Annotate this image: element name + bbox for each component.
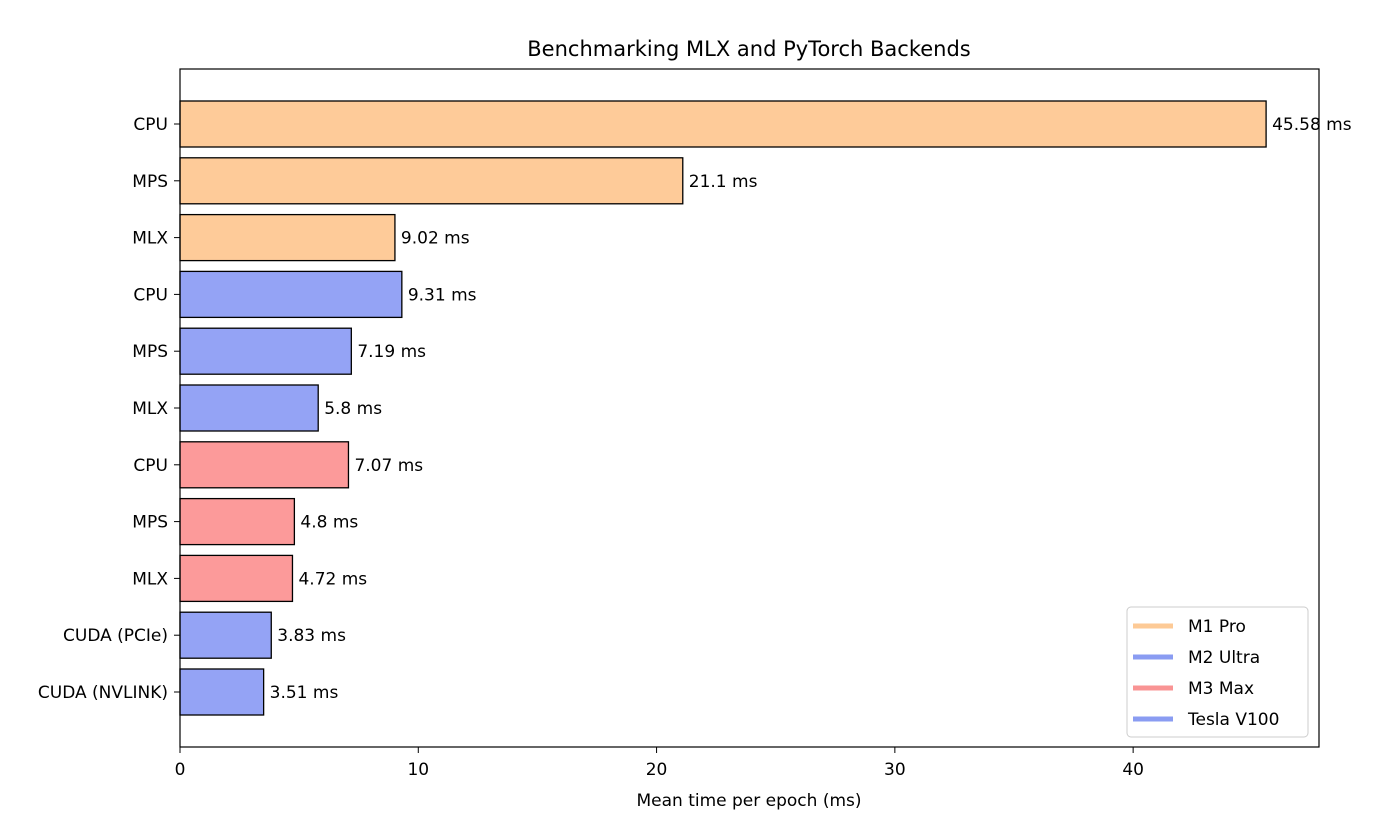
bar: [179, 554, 294, 603]
y-tick-label: MPS: [132, 172, 168, 192]
bar: [179, 157, 684, 205]
x-tick-label: 0: [175, 760, 186, 780]
bar: [179, 213, 396, 262]
data-label: 4.8 ms: [300, 513, 358, 533]
y-tick-label: CUDA (PCIe): [63, 626, 168, 646]
y-tick-label: MPS: [132, 342, 168, 362]
data-label: 9.02 ms: [401, 229, 470, 249]
y-tick-label: MLX: [132, 569, 168, 589]
plot-frame: [179, 68, 1320, 748]
data-label: 21.1 ms: [689, 172, 758, 192]
x-tick-label: 20: [646, 760, 668, 780]
data-label: 7.19 ms: [357, 342, 426, 362]
data-label: 45.58 ms: [1272, 115, 1352, 135]
data-label: 3.51 ms: [270, 683, 339, 703]
legend-label: M2 Ultra: [1188, 648, 1260, 668]
y-axis: CPU MPS MLX CPU MPS MLX CPU MPS MLX CUDA (PCIe) CU…: [38, 115, 180, 703]
bar: [179, 270, 403, 319]
data-label: 3.83 ms: [277, 626, 346, 646]
x-tick-label: 40: [1122, 760, 1144, 780]
y-tick-label: CPU: [133, 456, 168, 476]
bar: [179, 497, 296, 546]
bar: [179, 384, 319, 432]
y-tick-label: CPU: [133, 285, 168, 305]
legend: M1 Pro M2 Ultra M3 Max Tesla V100: [1126, 606, 1309, 738]
legend-label: Tesla V100: [1187, 710, 1279, 730]
y-tick-label: CPU: [133, 115, 168, 135]
y-tick-label: MLX: [132, 399, 168, 419]
bar: [179, 441, 350, 489]
bar: [179, 100, 1267, 148]
data-label: 9.31 ms: [408, 285, 477, 305]
bar: [179, 668, 265, 716]
chart-title: Benchmarking MLX and PyTorch Backends: [527, 37, 970, 61]
y-tick-label: CUDA (NVLINK): [38, 683, 168, 703]
y-tick-label: MLX: [132, 229, 168, 249]
data-label: 7.07 ms: [354, 456, 423, 476]
data-label: 5.8 ms: [324, 399, 382, 419]
bar: [179, 611, 272, 659]
legend-label: M1 Pro: [1188, 617, 1246, 637]
x-axis: 0 10 20 30 40: [175, 747, 1144, 780]
x-axis-label: Mean time per epoch (ms): [636, 791, 861, 811]
x-tick-label: 30: [884, 760, 906, 780]
legend-box: [1126, 606, 1309, 738]
x-tick-label: 10: [407, 760, 429, 780]
bars-layer: 45.58 ms 21.1 ms 9.02 ms 9.31 ms 7.19 ms 5.8 …: [179, 100, 1352, 716]
data-label: 4.72 ms: [298, 569, 367, 589]
legend-label: M3 Max: [1188, 679, 1254, 699]
bar: [179, 327, 352, 375]
y-tick-label: MPS: [132, 513, 168, 533]
